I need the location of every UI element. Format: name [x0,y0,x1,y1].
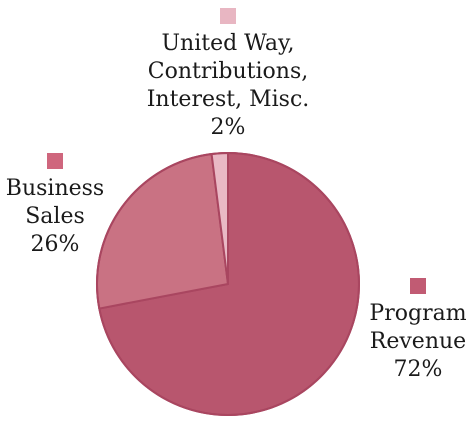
label-program-line-3: 72% [393,357,443,382]
legend-swatch-other [220,8,236,24]
legend-label-program: Program Revenue 72% [368,278,468,384]
label-other-line-2: Contributions, [147,59,309,84]
label-other-line-4: 2% [210,115,246,140]
label-program-line-1: Program [369,301,467,326]
legend-swatch-program [410,278,426,294]
legend-swatch-business [47,153,63,169]
label-program-line-2: Revenue [369,329,467,354]
label-business-line-1: Business [5,176,105,201]
label-business-line-3: 26% [30,232,80,257]
legend-label-business: Business Sales 26% [0,153,110,259]
legend-label-other: United Way, Contributions, Interest, Mis… [138,8,318,142]
pie-slices [96,152,360,416]
pie-slice-business [96,153,229,310]
label-other-line-1: United Way, [161,31,295,56]
label-other-line-3: Interest, Misc. [146,87,310,112]
label-business-line-2: Sales [25,204,85,229]
pie-outline [96,152,360,416]
